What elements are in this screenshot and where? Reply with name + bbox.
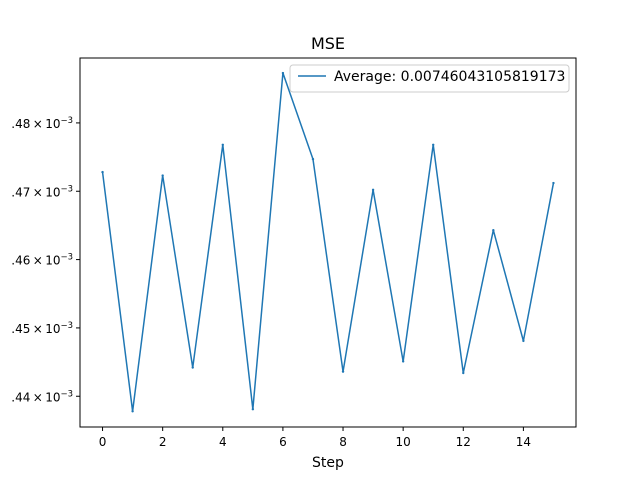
x-tick-label: 2 — [159, 435, 167, 449]
x-axis-label: Step — [312, 455, 344, 471]
data-point — [131, 410, 134, 413]
y-axis-ticks: .44 × 10−3 .45 × 10−3 .46 × 10−3 .47 × 10−3… — [11, 116, 80, 404]
data-point — [161, 174, 164, 177]
data-point — [401, 360, 405, 363]
data-point — [492, 229, 495, 232]
x-tick-label: 6 — [279, 435, 287, 449]
data-point — [371, 188, 375, 192]
x-tick-label: 10 — [396, 435, 411, 449]
y-tick-label: .44 × 10−3 — [11, 389, 73, 404]
data-point — [432, 143, 435, 146]
data-point — [522, 339, 525, 343]
data-point — [311, 157, 315, 161]
series-layer — [101, 71, 555, 413]
data-point — [101, 170, 104, 174]
data-point — [281, 71, 285, 75]
y-tick-label: .46 × 10−3 — [11, 253, 73, 268]
x-tick-label: 12 — [456, 435, 471, 449]
data-point — [191, 366, 194, 369]
axes-frame — [79, 57, 577, 428]
legend-box — [289, 64, 570, 93]
chart-title: MSE — [311, 34, 345, 53]
data-point — [221, 143, 224, 146]
legend: Average: 0.00746043105819173 — [289, 64, 570, 93]
series-line — [101, 72, 555, 413]
plot-area — [79, 57, 577, 428]
y-tick-label: .47 × 10−3 — [11, 184, 73, 199]
x-axis-ticks: 0 2 4 6 8 10 12 14 — [99, 427, 531, 449]
y-tick-label: .48 × 10−3 — [11, 116, 73, 131]
x-tick-label: 4 — [219, 435, 227, 449]
data-point — [552, 181, 555, 185]
data-point — [341, 370, 345, 373]
data-point — [462, 371, 465, 375]
x-tick-label: 0 — [99, 435, 107, 449]
y-tick-label: .45 × 10−3 — [11, 321, 73, 336]
x-tick-label: 8 — [339, 435, 347, 449]
data-point — [251, 408, 255, 411]
legend-label: Average: 0.00746043105819173 — [334, 69, 565, 85]
x-tick-label: 14 — [516, 435, 531, 449]
